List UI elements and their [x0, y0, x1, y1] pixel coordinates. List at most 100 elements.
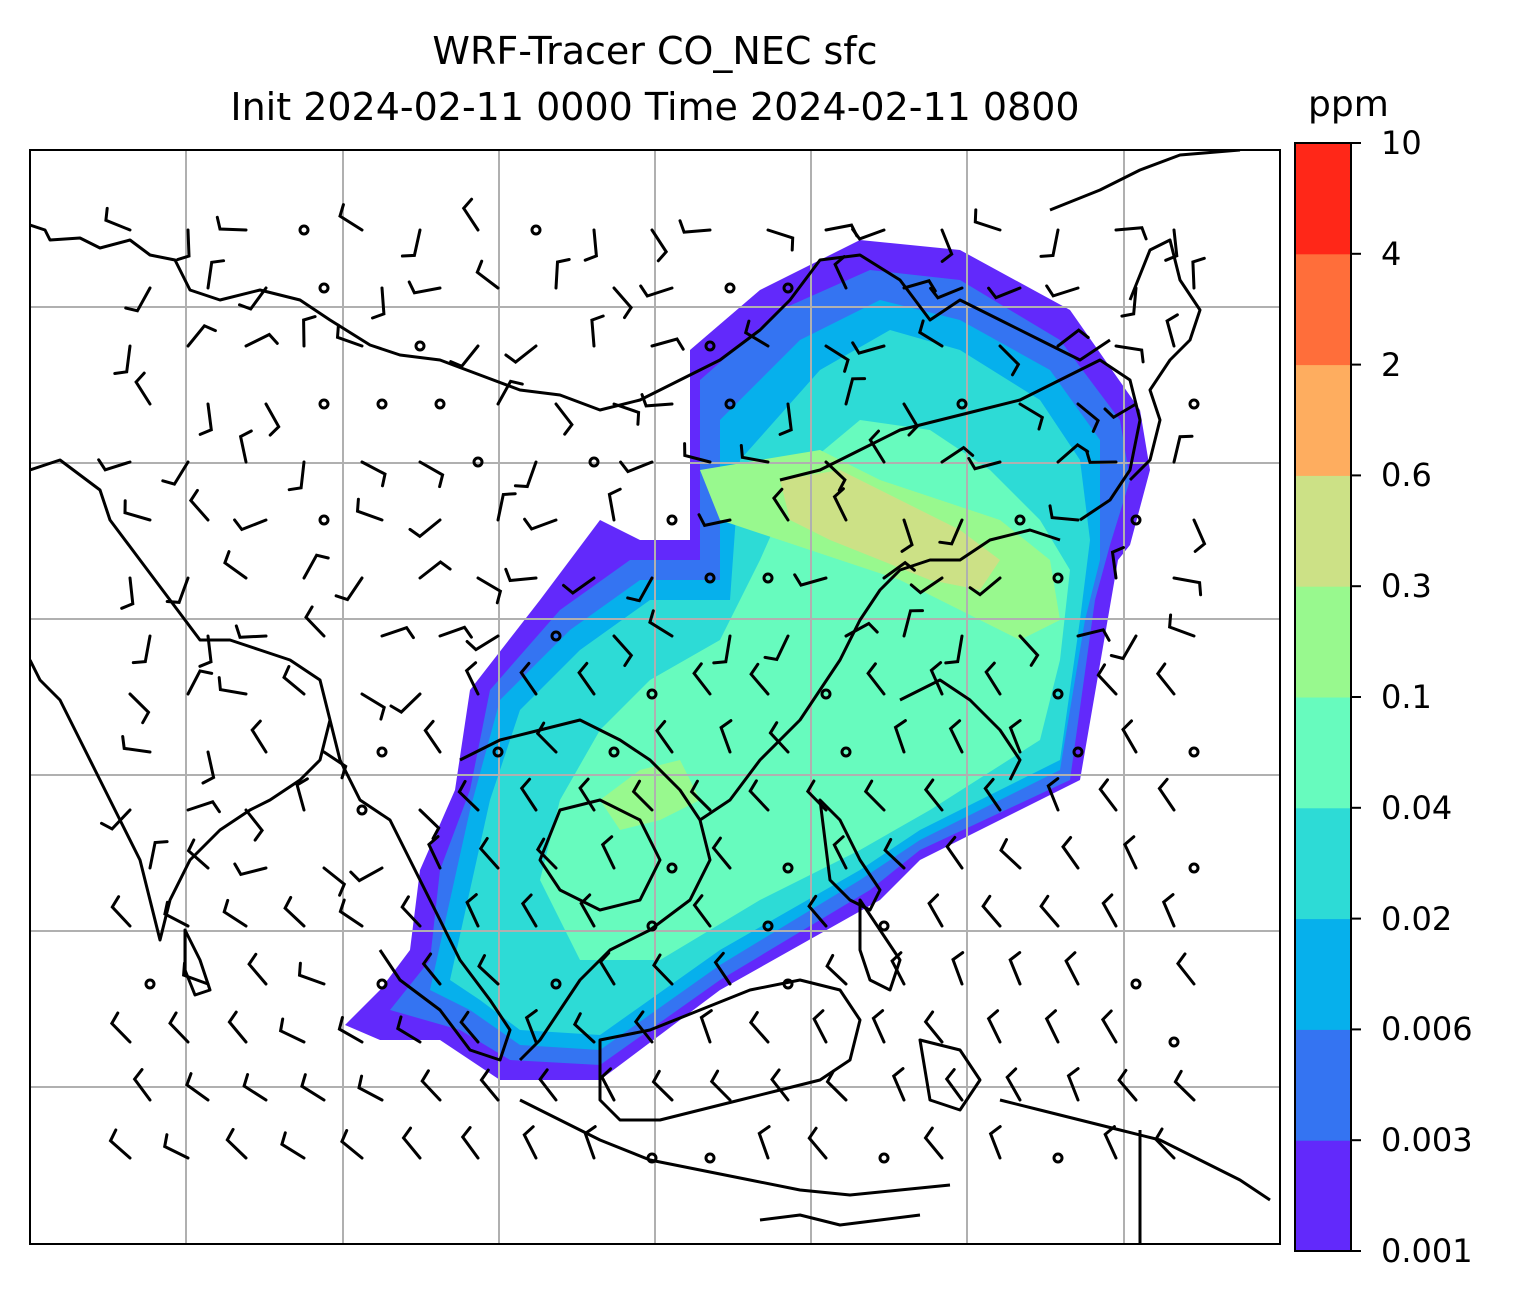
- calm-wind-marker: [1052, 688, 1064, 700]
- wind-barb: [380, 625, 415, 640]
- wind-barb: [902, 279, 937, 293]
- wind-barb: [612, 286, 633, 320]
- wind-barb: [1018, 402, 1045, 431]
- wind-barb: [833, 255, 848, 290]
- wind-barb: [824, 460, 847, 492]
- wind-barb: [396, 1015, 422, 1044]
- wind-barb: [337, 1016, 364, 1044]
- wind-barb: [461, 197, 480, 232]
- wind-barb: [225, 1127, 248, 1160]
- wind-barb: [148, 840, 169, 870]
- wind-barb: [234, 624, 268, 639]
- wind-barb: [244, 332, 279, 348]
- wind-barb: [998, 344, 1021, 377]
- map-frame: [29, 149, 1281, 1245]
- wind-barb: [554, 258, 571, 290]
- wind-barb: [600, 835, 616, 870]
- wind-barb: [902, 609, 924, 638]
- wind-barb: [1064, 951, 1080, 986]
- wind-barb: [868, 429, 886, 464]
- wind-barb: [1172, 434, 1194, 464]
- wind-barb: [357, 1074, 384, 1102]
- wind-barb: [233, 862, 268, 877]
- wind-barb: [900, 518, 914, 553]
- wind-barb: [891, 1067, 906, 1102]
- wind-barb: [161, 460, 190, 486]
- wind-barb: [578, 777, 596, 812]
- calm-wind-marker: [318, 282, 330, 294]
- wind-barb: [832, 487, 848, 522]
- wind-barb: [1018, 634, 1040, 667]
- wind-barb: [1039, 228, 1060, 258]
- calm-wind-marker: [782, 862, 794, 874]
- calm-wind-marker: [646, 688, 658, 700]
- colorbar-segment: [1295, 697, 1351, 809]
- wind-barb: [772, 487, 790, 522]
- wind-barb: [1155, 662, 1176, 696]
- wind-barb: [986, 1009, 1002, 1044]
- wind-barb: [1056, 328, 1090, 348]
- wind-barb: [459, 1010, 480, 1044]
- wind-barb: [335, 323, 364, 348]
- wind-barb: [400, 895, 422, 928]
- wind-barb: [890, 951, 906, 986]
- wind-barb: [650, 337, 685, 351]
- wind-barb: [280, 1131, 306, 1160]
- wind-barb: [1157, 777, 1176, 812]
- wind-barb: [322, 866, 347, 897]
- wind-barb: [478, 837, 500, 870]
- wind-barb: [739, 444, 770, 464]
- calm-wind-marker: [414, 340, 426, 352]
- colorbar-segment: [1295, 364, 1351, 476]
- wind-barb: [579, 893, 596, 928]
- colorbar-segment: [1295, 1029, 1351, 1141]
- wind-barb: [1100, 1009, 1118, 1044]
- wind-barb: [590, 314, 605, 348]
- wind-barb: [607, 487, 622, 522]
- wind-barb: [923, 778, 944, 812]
- wind-barb: [923, 1010, 944, 1044]
- wind-barb: [988, 1125, 1002, 1160]
- wind-barb: [408, 518, 442, 539]
- wind-barb: [504, 567, 538, 583]
- calm-wind-marker: [298, 224, 310, 236]
- wind-barb: [185, 1072, 210, 1102]
- wind-barb: [460, 1126, 480, 1160]
- wind-barb: [427, 835, 442, 870]
- wind-barb: [198, 402, 213, 436]
- calm-wind-marker: [762, 572, 774, 584]
- wind-barb: [572, 1012, 596, 1044]
- calm-wind-marker: [1130, 978, 1142, 990]
- colorbar-tick-label: 0.6: [1381, 456, 1432, 495]
- wind-barb: [522, 1125, 538, 1160]
- wind-barb: [1168, 613, 1196, 638]
- wind-barb: [1085, 449, 1118, 464]
- calm-wind-marker: [878, 1152, 890, 1164]
- map-subtitle: Init 2024-02-11 0000 Time 2024-02-11 080…: [230, 85, 1080, 129]
- calm-wind-marker: [782, 282, 794, 294]
- calm-wind-marker: [840, 746, 852, 758]
- wind-barb: [476, 576, 503, 605]
- wind-barb: [1101, 893, 1118, 928]
- wind-barb: [504, 344, 538, 364]
- wind-barb: [519, 777, 538, 812]
- wind-barb: [188, 488, 210, 522]
- wind-barb: [475, 259, 500, 290]
- wind-barb: [134, 371, 152, 406]
- wind-barb: [1117, 1068, 1138, 1102]
- wind-barb: [1046, 777, 1060, 812]
- wind-barb: [278, 1017, 306, 1044]
- wind-barb: [206, 259, 226, 290]
- wind-barb: [302, 315, 317, 348]
- wind-barb: [1121, 719, 1138, 754]
- calm-wind-marker: [530, 224, 542, 236]
- wind-barb: [640, 393, 674, 408]
- calm-wind-marker: [492, 746, 504, 758]
- wind-barb: [201, 750, 216, 785]
- wind-barb: [113, 344, 132, 375]
- wind-barb: [929, 661, 944, 696]
- wind-barb: [302, 553, 330, 580]
- wind-barb: [844, 621, 879, 638]
- colorbar-tick-label: 0.1: [1381, 678, 1432, 716]
- calm-wind-marker: [1052, 1152, 1064, 1164]
